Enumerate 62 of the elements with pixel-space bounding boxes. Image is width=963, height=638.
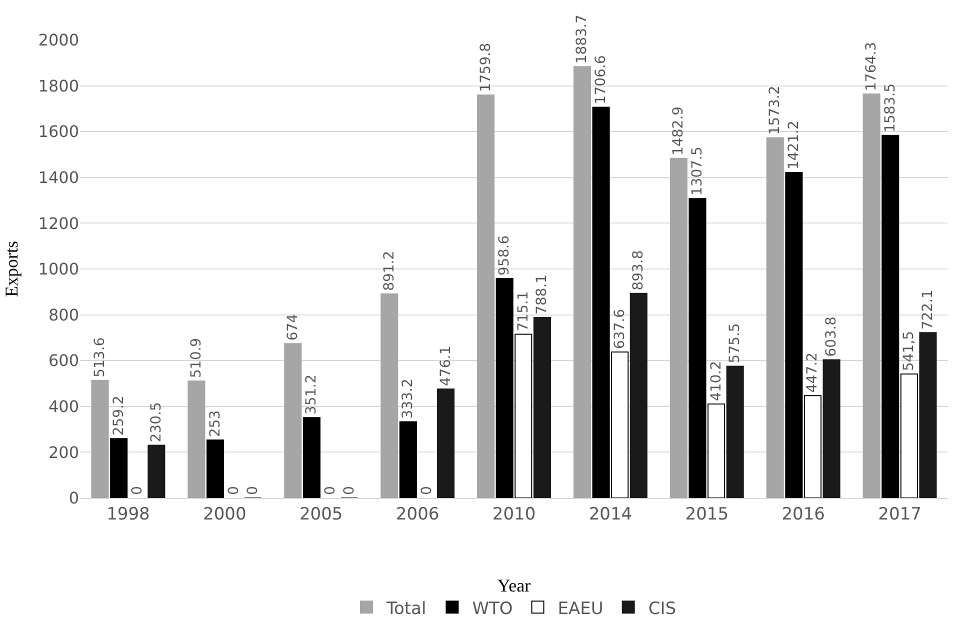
data-label: 891.2 (381, 250, 398, 291)
x-tick-label: 2005 (299, 504, 343, 524)
data-label: 958.6 (496, 235, 513, 276)
data-label: 259.2 (110, 396, 127, 436)
y-tick-label: 800 (48, 305, 79, 324)
x-tick-label: 2010 (492, 504, 536, 524)
y-tick-label: 1600 (38, 122, 79, 142)
data-label: 788.1 (534, 274, 550, 315)
data-label: 1759.8 (478, 43, 494, 92)
data-label: 0 (244, 486, 261, 495)
data-label: 1482.9 (670, 106, 687, 156)
y-tick-label: 2000 (38, 30, 79, 50)
data-label: 1706.6 (593, 55, 610, 104)
y-tick-label: 200 (48, 442, 79, 462)
data-label: 1883.7 (574, 14, 590, 64)
x-tick-label: 2014 (588, 504, 632, 524)
data-label: 351.2 (304, 374, 320, 415)
x-axis-title: Year (497, 576, 531, 596)
data-label: 541,5 (901, 330, 918, 371)
data-label: 230.5 (148, 402, 164, 442)
y-tick-label: 400 (48, 397, 79, 416)
data-label: 0 (130, 486, 146, 495)
x-tick-label: 2017 (878, 504, 922, 524)
legend-label: WTO (472, 598, 513, 619)
legend-label: CIS (648, 598, 676, 619)
data-label: 722.1 (920, 290, 936, 330)
data-label: 575.5 (727, 323, 744, 364)
data-label: 253 (207, 410, 224, 438)
data-label: 674 (284, 314, 301, 341)
y-tick-label: 1800 (38, 76, 79, 96)
data-label: 1307.5 (689, 146, 706, 196)
x-tick-label: 2000 (203, 504, 246, 524)
data-label: 1583.5 (882, 83, 898, 132)
data-label: 0 (322, 486, 339, 495)
data-label: 510.9 (188, 338, 204, 378)
data-label: 715.1 (515, 291, 532, 332)
data-label: 0 (341, 486, 358, 495)
data-label: 513.6 (92, 337, 108, 378)
x-tick-label: 2016 (782, 504, 825, 524)
y-tick-label: 1400 (38, 168, 79, 187)
legend-label: Total (386, 598, 426, 619)
x-tick-label: 2015 (685, 504, 729, 524)
x-tick-label: 2006 (396, 504, 440, 524)
data-label: 333.2 (400, 378, 416, 419)
y-axis-title: Exports (1, 241, 22, 297)
data-label: 0 (418, 486, 435, 495)
y-tick-label: 1200 (38, 214, 79, 233)
data-label: 410.2 (708, 360, 724, 402)
data-label: 476.1 (438, 346, 454, 386)
legend-label: EAEU (558, 598, 604, 619)
data-label: 603.8 (824, 316, 840, 357)
y-tick-label: 600 (48, 351, 79, 370)
y-tick-label: 0 (68, 488, 79, 508)
data-label: 1573.2 (767, 86, 784, 135)
data-label: 893.8 (630, 250, 647, 290)
data-label: 447.2 (804, 352, 821, 393)
data-label: 1421.2 (786, 120, 802, 170)
data-label: 637.6 (612, 308, 628, 349)
data-label: 0 (226, 486, 242, 495)
y-tick-label: 1000 (38, 260, 79, 279)
x-tick-label: 1998 (106, 504, 150, 524)
data-label: 1764.3 (864, 42, 880, 91)
